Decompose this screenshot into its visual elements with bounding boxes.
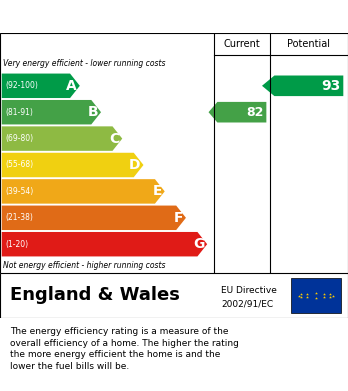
Text: A: A [66, 79, 77, 93]
Text: Current: Current [223, 39, 260, 49]
Text: F: F [174, 211, 183, 225]
Polygon shape [2, 153, 143, 177]
Text: D: D [129, 158, 141, 172]
Polygon shape [262, 75, 343, 96]
Polygon shape [2, 74, 80, 98]
Bar [291, 278, 341, 313]
Text: England & Wales: England & Wales [10, 287, 180, 305]
Text: EU Directive: EU Directive [221, 285, 277, 294]
Polygon shape [2, 179, 165, 204]
Text: The energy efficiency rating is a measure of the
overall efficiency of a home. T: The energy efficiency rating is a measur… [10, 327, 239, 371]
Text: Not energy efficient - higher running costs: Not energy efficient - higher running co… [3, 261, 166, 270]
Polygon shape [2, 126, 122, 151]
Text: (55-68): (55-68) [5, 160, 33, 170]
Text: (81-91): (81-91) [5, 108, 33, 117]
Text: G: G [193, 237, 204, 251]
Text: (1-20): (1-20) [5, 240, 28, 249]
Text: 93: 93 [321, 79, 340, 93]
Text: 82: 82 [246, 106, 263, 119]
Text: B: B [88, 105, 98, 119]
Text: (92-100): (92-100) [5, 81, 38, 90]
Polygon shape [2, 232, 207, 256]
Polygon shape [2, 206, 186, 230]
Text: Very energy efficient - lower running costs: Very energy efficient - lower running co… [3, 59, 166, 68]
Text: Energy Efficiency Rating: Energy Efficiency Rating [9, 7, 238, 25]
Polygon shape [2, 100, 101, 124]
Text: E: E [152, 185, 162, 198]
Text: C: C [109, 132, 119, 145]
Text: Potential: Potential [287, 39, 330, 49]
Polygon shape [208, 102, 266, 122]
Text: (69-80): (69-80) [5, 134, 33, 143]
Text: (21-38): (21-38) [5, 213, 33, 222]
Text: (39-54): (39-54) [5, 187, 33, 196]
Text: 2002/91/EC: 2002/91/EC [221, 299, 273, 308]
